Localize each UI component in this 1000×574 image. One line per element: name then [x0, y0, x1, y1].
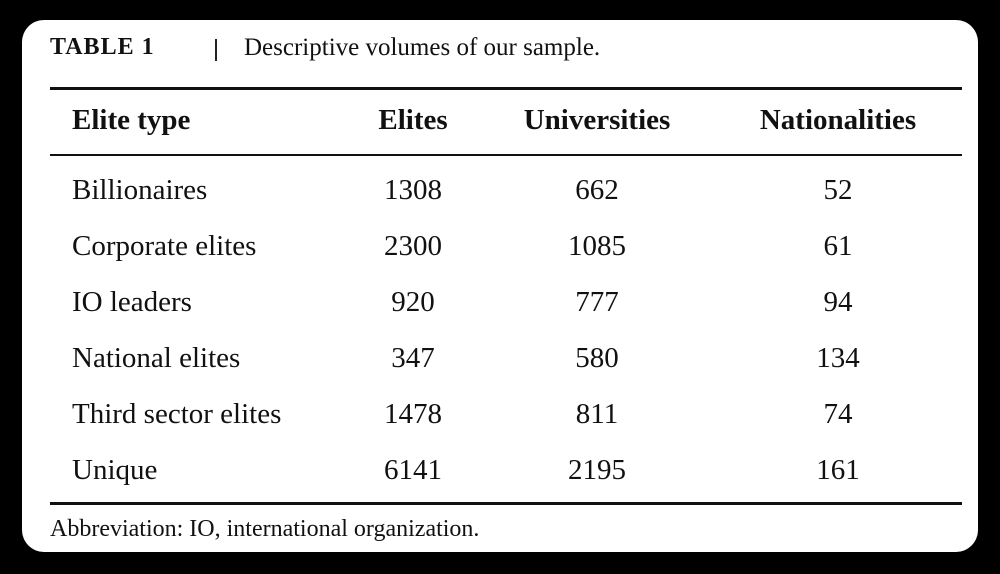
- separator: [215, 39, 217, 61]
- column-header: Elite type: [72, 104, 191, 136]
- cell-value: 2300: [384, 230, 442, 262]
- row-label: National elites: [72, 342, 241, 374]
- cell-value: 6141: [384, 454, 442, 486]
- column-header: Universities: [523, 104, 671, 136]
- footnote: Abbreviation: IO, international organiza…: [50, 516, 480, 542]
- cell-value: 580: [575, 342, 619, 374]
- top-rule: [50, 87, 962, 90]
- table-title: Descriptive volumes of our sample.: [244, 34, 601, 61]
- cell-value: 1085: [568, 230, 626, 262]
- row-label: Unique: [72, 454, 158, 486]
- row-label: IO leaders: [72, 286, 192, 318]
- column-header: Elites: [378, 104, 448, 136]
- cell-value: 662: [575, 174, 619, 206]
- cell-value: 1308: [384, 174, 442, 206]
- cell-value: 811: [575, 398, 619, 430]
- cell-value: 134: [816, 342, 860, 374]
- cell-value: 920: [391, 286, 435, 318]
- table-card: TABLE 1 Descriptive volumes of our sampl…: [22, 20, 978, 552]
- cell-value: 52: [823, 174, 853, 206]
- row-label: Billionaires: [72, 174, 208, 206]
- header-rule: [50, 154, 962, 156]
- row-label: Third sector elites: [72, 398, 282, 430]
- column-header: Nationalities: [759, 104, 917, 136]
- cell-value: 2195: [568, 454, 626, 486]
- cell-value: 347: [391, 342, 435, 374]
- cell-value: 61: [823, 230, 853, 262]
- cell-value: 1478: [384, 398, 442, 430]
- cell-value: 161: [816, 454, 860, 486]
- row-label: Corporate elites: [72, 230, 257, 262]
- bottom-rule: [50, 502, 962, 505]
- table-label: TABLE 1: [50, 34, 155, 60]
- cell-value: 74: [823, 398, 853, 430]
- cell-value: 94: [823, 286, 853, 318]
- cell-value: 777: [575, 286, 619, 318]
